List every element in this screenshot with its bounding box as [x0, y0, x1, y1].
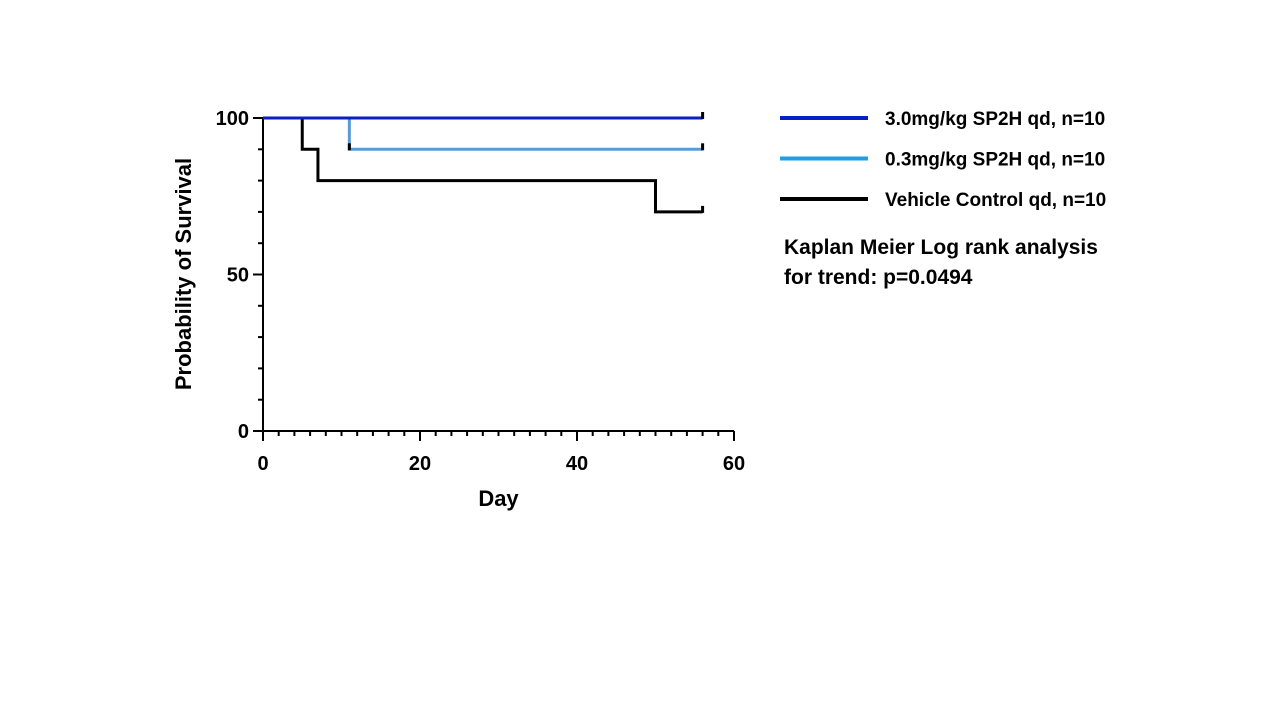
y-tick-label: 100 [216, 108, 249, 130]
stats-annotation-line-2: for trend: p=0.0494 [784, 266, 973, 289]
series-line-1 [263, 116, 703, 151]
series-line-2 [263, 116, 703, 214]
x-tick-label: 40 [566, 453, 588, 475]
x-tick-label: 20 [409, 453, 431, 475]
series-layer [263, 112, 705, 214]
y-axis-label: Probability of Survival [171, 158, 196, 390]
legend-label: 0.3mg/kg SP2H qd, n=10 [885, 150, 1105, 171]
legend: 3.0mg/kg SP2H qd, n=10 0.3mg/kg SP2H qd, … [780, 109, 1106, 211]
legend-label: 3.0mg/kg SP2H qd, n=10 [885, 109, 1105, 130]
x-major-ticks: 0 20 40 60 [257, 431, 745, 475]
x-axis-label: Day [478, 486, 519, 511]
x-tick-label: 60 [723, 453, 745, 475]
stats-annotation-line-1: Kaplan Meier Log rank analysis [784, 236, 1098, 259]
y-major-ticks: 0 50 100 [216, 108, 263, 443]
legend-label: Vehicle Control qd, n=10 [885, 190, 1106, 211]
x-tick-label: 0 [257, 453, 268, 475]
y-tick-label: 50 [227, 265, 249, 287]
y-tick-label: 0 [238, 421, 249, 443]
y-minor-ticks [258, 148, 263, 401]
stats-annotation: Kaplan Meier Log rank analysis for trend… [784, 233, 1098, 293]
